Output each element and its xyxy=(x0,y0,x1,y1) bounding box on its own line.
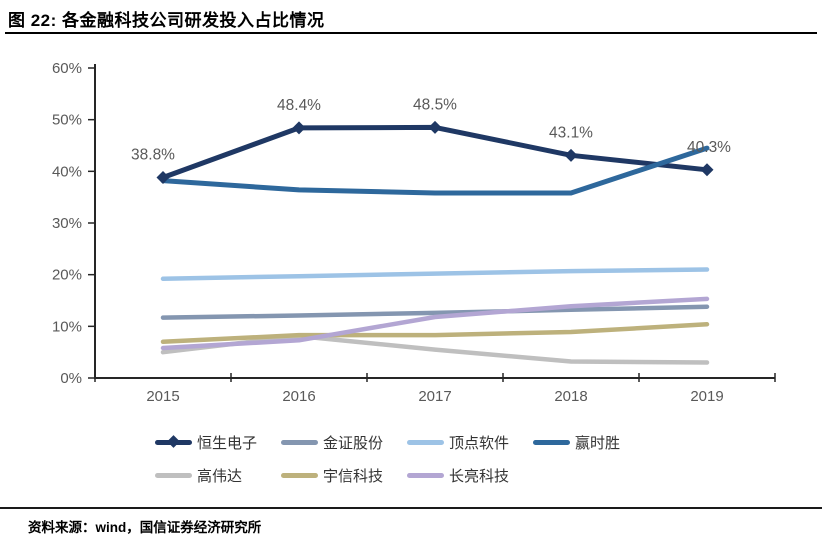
legend-label: 宇信科技 xyxy=(323,467,384,485)
title-rule xyxy=(5,32,817,34)
legend-item-5: 宇信科技 xyxy=(281,466,384,485)
diamond-marker xyxy=(156,171,170,185)
legend-label: 恒生电子 xyxy=(197,434,258,452)
series-line-2 xyxy=(160,267,710,282)
legend-line-swatch xyxy=(155,435,192,448)
legend-line-swatch xyxy=(407,439,445,445)
legend-item-2: 顶点软件 xyxy=(407,433,510,452)
legend-line-swatch xyxy=(533,439,571,445)
diamond-marker xyxy=(292,121,306,135)
diamond-marker xyxy=(700,163,714,177)
series-line-4 xyxy=(160,333,710,365)
x-tick-label: 2019 xyxy=(690,388,723,405)
diamond-marker xyxy=(564,148,578,162)
x-tick-label: 2018 xyxy=(554,388,587,405)
legend-label: 金证股份 xyxy=(323,434,384,452)
y-tick-label: 10% xyxy=(52,318,82,335)
data-label: 48.4% xyxy=(277,97,321,114)
legend-item-0: 恒生电子 xyxy=(155,433,258,452)
x-tick-label: 2017 xyxy=(418,388,451,405)
data-label: 48.5% xyxy=(413,96,457,113)
data-label: 38.8% xyxy=(131,147,175,164)
chart-legend-row-1: 恒生电子 金证股份 顶点软件 赢时胜 xyxy=(155,433,635,452)
legend-label: 顶点软件 xyxy=(449,434,510,452)
legend-label: 高伟达 xyxy=(197,467,243,485)
series-line-5 xyxy=(160,322,710,345)
y-tick-label: 60% xyxy=(52,60,82,77)
series-line-0 xyxy=(160,124,710,180)
legend-line-swatch xyxy=(407,472,445,478)
legend-line-swatch xyxy=(281,472,318,478)
series-line-6 xyxy=(160,296,710,351)
legend-line-swatch xyxy=(155,472,192,478)
legend-item-6: 长亮科技 xyxy=(407,466,510,485)
source-note: 资料来源：wind，国信证券经济研究所 xyxy=(28,520,262,535)
y-tick-label: 40% xyxy=(52,163,82,180)
legend-diamond-marker xyxy=(167,435,180,448)
footer-rule xyxy=(0,507,822,509)
x-tick-label: 2016 xyxy=(282,388,315,405)
legend-item-3: 赢时胜 xyxy=(533,433,635,452)
series-line-3 xyxy=(160,145,710,196)
series-data-labels-0: 38.8% 48.4% 48.5% 43.1% 40.3% xyxy=(131,96,731,163)
y-tick-label: 20% xyxy=(52,267,82,284)
figure-title: 图 22: 各金融科技公司研发投入占比情况 xyxy=(8,11,325,30)
axes: 0% 10% 20% 30% 40% 50% 60% 2015 2016 2017 2018 2019 xyxy=(52,60,776,405)
series-markers-0 xyxy=(156,120,714,185)
legend-item-4: 高伟达 xyxy=(155,466,257,485)
chart-legend-row-2: 高伟达 宇信科技 长亮科技 xyxy=(155,466,510,485)
data-label: 40.3% xyxy=(687,139,731,156)
y-tick-label: 0% xyxy=(60,370,82,387)
legend-line-swatch xyxy=(281,439,319,445)
legend-label: 长亮科技 xyxy=(449,467,510,485)
line-chart: 0% 10% 20% 30% 40% 50% 60% 2015 2016 2017 2018 2019… xyxy=(52,60,776,405)
y-tick-label: 30% xyxy=(52,215,82,232)
x-tick-label: 2015 xyxy=(146,388,179,405)
legend-item-1: 金证股份 xyxy=(281,433,384,452)
data-label: 43.1% xyxy=(549,124,593,141)
series-line-1 xyxy=(160,304,710,320)
y-tick-label: 50% xyxy=(52,112,82,129)
diamond-marker xyxy=(428,120,442,134)
legend-label: 赢时胜 xyxy=(575,434,621,452)
